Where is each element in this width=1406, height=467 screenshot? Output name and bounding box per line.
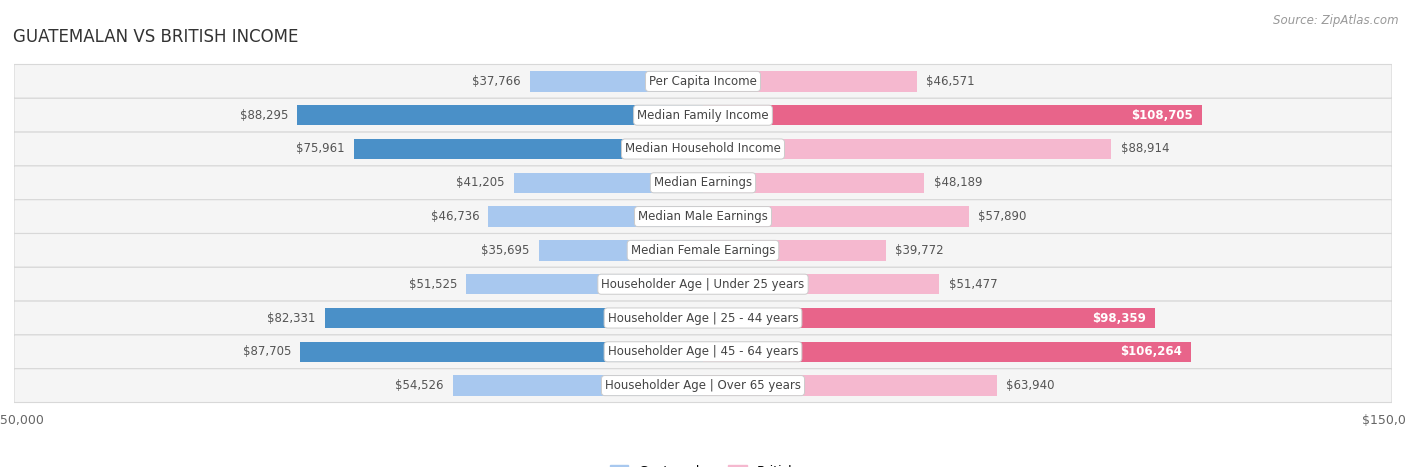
Text: $48,189: $48,189: [934, 177, 981, 189]
FancyBboxPatch shape: [14, 301, 1392, 335]
Text: Per Capita Income: Per Capita Income: [650, 75, 756, 88]
FancyBboxPatch shape: [14, 200, 1392, 234]
FancyBboxPatch shape: [14, 98, 1392, 132]
Bar: [530, 71, 703, 92]
Bar: [325, 308, 703, 328]
FancyBboxPatch shape: [14, 234, 1392, 267]
Bar: [703, 308, 1154, 328]
Text: Median Family Income: Median Family Income: [637, 109, 769, 122]
Text: $54,526: $54,526: [395, 379, 443, 392]
Bar: [703, 342, 1191, 362]
Bar: [467, 274, 703, 294]
Bar: [703, 375, 997, 396]
Text: $108,705: $108,705: [1132, 109, 1194, 122]
Bar: [513, 173, 703, 193]
Text: $46,736: $46,736: [430, 210, 479, 223]
Text: $75,961: $75,961: [297, 142, 344, 156]
Text: $88,914: $88,914: [1121, 142, 1168, 156]
Text: $51,477: $51,477: [949, 278, 997, 290]
Bar: [538, 240, 703, 261]
Text: $57,890: $57,890: [979, 210, 1026, 223]
Text: Median Female Earnings: Median Female Earnings: [631, 244, 775, 257]
Text: $51,525: $51,525: [409, 278, 457, 290]
FancyBboxPatch shape: [14, 132, 1392, 166]
Bar: [703, 71, 917, 92]
Legend: Guatemalan, British: Guatemalan, British: [605, 460, 801, 467]
Bar: [488, 206, 703, 227]
Bar: [354, 139, 703, 159]
Text: GUATEMALAN VS BRITISH INCOME: GUATEMALAN VS BRITISH INCOME: [13, 28, 298, 46]
Text: $106,264: $106,264: [1121, 345, 1182, 358]
Text: $39,772: $39,772: [894, 244, 943, 257]
Text: $88,295: $88,295: [240, 109, 288, 122]
Text: $35,695: $35,695: [481, 244, 530, 257]
FancyBboxPatch shape: [14, 64, 1392, 98]
Text: $46,571: $46,571: [927, 75, 974, 88]
Text: $82,331: $82,331: [267, 311, 316, 325]
Text: Median Male Earnings: Median Male Earnings: [638, 210, 768, 223]
Text: Median Earnings: Median Earnings: [654, 177, 752, 189]
Text: Median Household Income: Median Household Income: [626, 142, 780, 156]
Bar: [703, 105, 1202, 125]
Text: $63,940: $63,940: [1005, 379, 1054, 392]
Bar: [453, 375, 703, 396]
Text: $98,359: $98,359: [1091, 311, 1146, 325]
Text: Householder Age | Under 25 years: Householder Age | Under 25 years: [602, 278, 804, 290]
Text: Householder Age | Over 65 years: Householder Age | Over 65 years: [605, 379, 801, 392]
Text: Householder Age | 45 - 64 years: Householder Age | 45 - 64 years: [607, 345, 799, 358]
Bar: [703, 139, 1111, 159]
Text: Source: ZipAtlas.com: Source: ZipAtlas.com: [1274, 14, 1399, 27]
FancyBboxPatch shape: [14, 335, 1392, 369]
Bar: [703, 173, 924, 193]
Bar: [298, 105, 703, 125]
Text: $87,705: $87,705: [243, 345, 291, 358]
FancyBboxPatch shape: [14, 166, 1392, 200]
Text: $41,205: $41,205: [456, 177, 505, 189]
Bar: [299, 342, 703, 362]
Text: $37,766: $37,766: [472, 75, 520, 88]
Text: Householder Age | 25 - 44 years: Householder Age | 25 - 44 years: [607, 311, 799, 325]
FancyBboxPatch shape: [14, 267, 1392, 301]
Bar: [703, 240, 886, 261]
Bar: [703, 274, 939, 294]
Bar: [703, 206, 969, 227]
FancyBboxPatch shape: [14, 369, 1392, 403]
